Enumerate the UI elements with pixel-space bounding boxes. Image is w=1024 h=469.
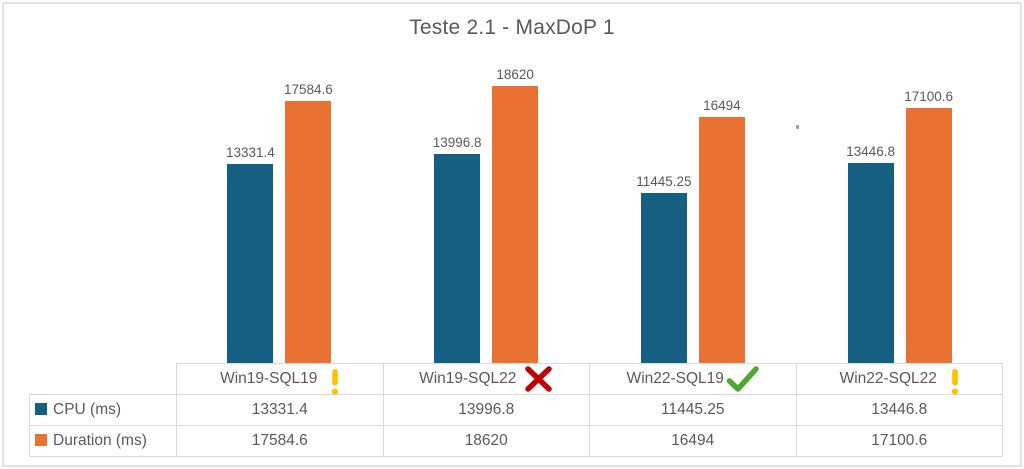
duration-value-cell: 16494 xyxy=(589,425,797,457)
duration-value-cell: 18620 xyxy=(382,425,590,457)
duration-legend-swatch-icon xyxy=(35,434,47,446)
warning-icon xyxy=(951,369,959,395)
duration-bar: 16494 xyxy=(698,98,745,363)
data-table: Win19-SQL19 Win19-SQL22 Win22-SQL19 xyxy=(29,363,1003,457)
cpu-row: CPU (ms) 13331.4 13996.8 11445.25 13446.… xyxy=(29,394,1003,426)
bar-value-label: 17100.6 xyxy=(904,89,954,105)
bar-group-win19-sql19: 13331.4 17584.6 xyxy=(176,65,383,363)
category-header: Win19-SQL19 xyxy=(176,363,384,395)
cpu-value-cell: 13331.4 xyxy=(176,394,384,426)
bar-value-label: 17584.6 xyxy=(283,82,333,97)
cpu-value-cell: 13446.8 xyxy=(795,394,1003,426)
cpu-bar: 13331.4 xyxy=(226,145,275,363)
cpu-value-cell: 11445.25 xyxy=(589,394,797,426)
bar-value-label: 16494 xyxy=(703,98,741,114)
empty-corner-cell xyxy=(30,364,177,395)
category-label: Win19-SQL22 xyxy=(419,370,517,387)
bar-value-label: 13996.8 xyxy=(432,135,482,151)
category-header: Win22-SQL19 xyxy=(589,363,797,395)
bar-value-label: 13446.8 xyxy=(846,143,896,159)
category-label: Win22-SQL22 xyxy=(839,370,937,387)
category-label: Win19-SQL19 xyxy=(220,370,318,387)
duration-bar: 17100.6 xyxy=(904,89,953,363)
series-name: CPU (ms) xyxy=(53,401,122,418)
bar-group-win22-sql22: 13446.8 17100.6 xyxy=(796,65,1003,363)
cpu-bar: 11445.25 xyxy=(636,174,692,363)
bar-group-win22-sql19: 11445.25 16494 xyxy=(590,65,797,363)
cpu-series-label-cell: CPU (ms) xyxy=(29,394,177,426)
chart-title: Teste 2.1 - MaxDoP 1 xyxy=(409,16,615,39)
category-header: Win22-SQL22 xyxy=(795,363,1003,395)
plot-area: 13331.4 17584.6 13996.8 18620 11445.25 1… xyxy=(176,65,1003,363)
bar-group-win19-sql22: 13996.8 18620 xyxy=(383,65,590,363)
duration-value-cell: 17100.6 xyxy=(795,425,1003,457)
bar-value-label: 18620 xyxy=(496,66,534,82)
stray-dot xyxy=(796,125,799,129)
error-x-icon xyxy=(524,365,553,393)
cpu-legend-swatch-icon xyxy=(35,403,47,415)
bar-value-label: 11445.25 xyxy=(636,173,692,189)
cpu-value-cell: 13996.8 xyxy=(382,394,590,426)
bar-value-label: 13331.4 xyxy=(225,145,275,161)
duration-bar: 17584.6 xyxy=(284,82,333,363)
cpu-bar: 13996.8 xyxy=(433,135,482,363)
warning-icon xyxy=(331,369,339,395)
cpu-bar: 13446.8 xyxy=(846,144,895,363)
duration-row: Duration (ms) 17584.6 18620 16494 17100.… xyxy=(29,425,1003,457)
duration-bar: 18620 xyxy=(492,67,539,363)
duration-value-cell: 17584.6 xyxy=(176,425,384,457)
category-label: Win22-SQL19 xyxy=(626,370,724,387)
category-header: Win19-SQL22 xyxy=(382,363,590,395)
category-header-row: Win19-SQL19 Win19-SQL22 Win22-SQL19 xyxy=(30,363,1003,395)
series-name: Duration (ms) xyxy=(53,432,147,449)
checkmark-icon xyxy=(726,365,759,393)
duration-series-label-cell: Duration (ms) xyxy=(29,425,177,457)
